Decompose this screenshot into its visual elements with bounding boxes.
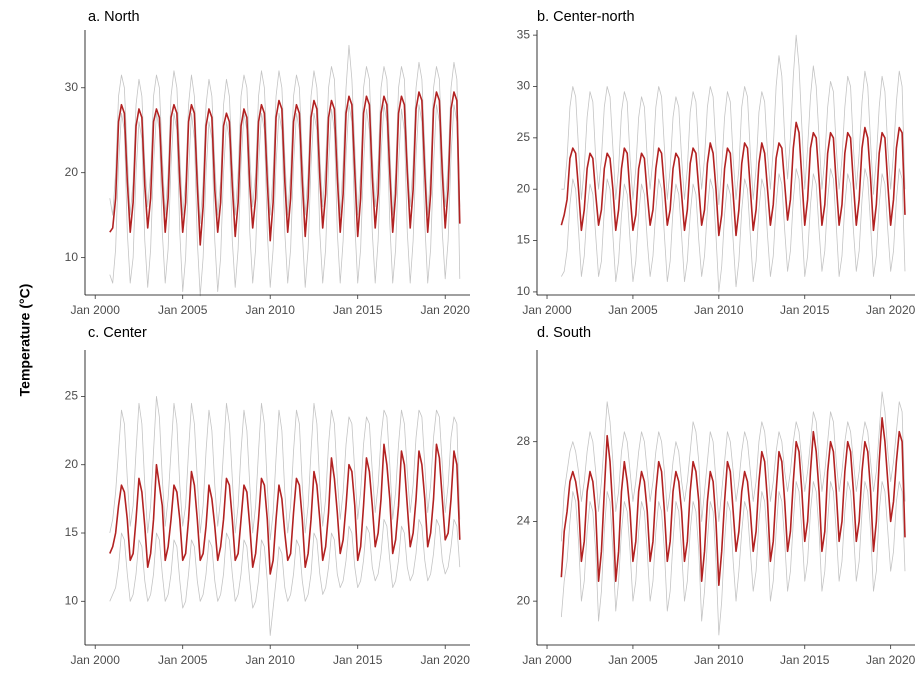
series-line	[560, 416, 906, 586]
y-tick-label: 30	[65, 80, 79, 94]
y-axis-label: Temperature (°C)	[17, 284, 33, 397]
x-tick-label: Jan 2005	[608, 653, 658, 667]
series-line	[560, 121, 906, 237]
y-tick-label: 25	[517, 130, 531, 144]
y-tick-label: 25	[65, 389, 79, 403]
series-line	[561, 34, 906, 206]
series-line	[109, 396, 461, 541]
x-tick-label: Jan 2000	[522, 303, 572, 317]
panel-title: a. North	[88, 9, 140, 25]
x-tick-label: Jan 2015	[333, 303, 383, 317]
panel-title: d. South	[537, 325, 591, 341]
y-tick-label: 30	[517, 79, 531, 93]
series-line	[109, 518, 461, 636]
y-tick-label: 10	[517, 284, 531, 298]
series-line	[560, 168, 906, 293]
y-tick-label: 20	[65, 457, 79, 471]
x-tick-label: Jan 2010	[246, 303, 296, 317]
panel-title: c. Center	[88, 325, 147, 341]
series-line	[560, 391, 906, 542]
y-tick-label: 10	[65, 593, 79, 607]
x-tick-label: Jan 2020	[866, 653, 916, 667]
y-tick-label: 20	[517, 181, 531, 195]
series-line	[560, 481, 906, 636]
x-tick-label: Jan 2020	[866, 303, 916, 317]
y-tick-label: 15	[65, 525, 79, 539]
y-tick-label: 35	[517, 27, 531, 41]
x-tick-label: Jan 2020	[421, 653, 471, 667]
x-tick-label: Jan 2010	[694, 653, 744, 667]
y-tick-label: 20	[65, 165, 79, 179]
x-tick-label: Jan 2005	[158, 303, 208, 317]
y-tick-label: 20	[517, 593, 531, 607]
x-tick-label: Jan 2000	[71, 303, 121, 317]
series-line	[109, 104, 461, 297]
x-tick-label: Jan 2010	[694, 303, 744, 317]
x-tick-label: Jan 2000	[71, 653, 121, 667]
y-tick-label: 15	[517, 233, 531, 247]
x-tick-label: Jan 2010	[246, 653, 296, 667]
x-tick-label: Jan 2015	[780, 303, 830, 317]
x-tick-label: Jan 2005	[158, 653, 208, 667]
y-tick-label: 24	[517, 514, 531, 528]
x-tick-label: Jan 2015	[780, 653, 830, 667]
x-tick-label: Jan 2005	[608, 303, 658, 317]
panel-title: b. Center-north	[537, 9, 635, 25]
y-tick-label: 10	[65, 250, 79, 264]
y-tick-label: 28	[517, 434, 531, 448]
x-tick-label: Jan 2015	[333, 653, 383, 667]
series-line	[109, 443, 461, 575]
series-line	[109, 91, 461, 246]
series-line	[109, 44, 461, 225]
x-tick-label: Jan 2000	[522, 653, 572, 667]
x-tick-label: Jan 2020	[421, 303, 471, 317]
